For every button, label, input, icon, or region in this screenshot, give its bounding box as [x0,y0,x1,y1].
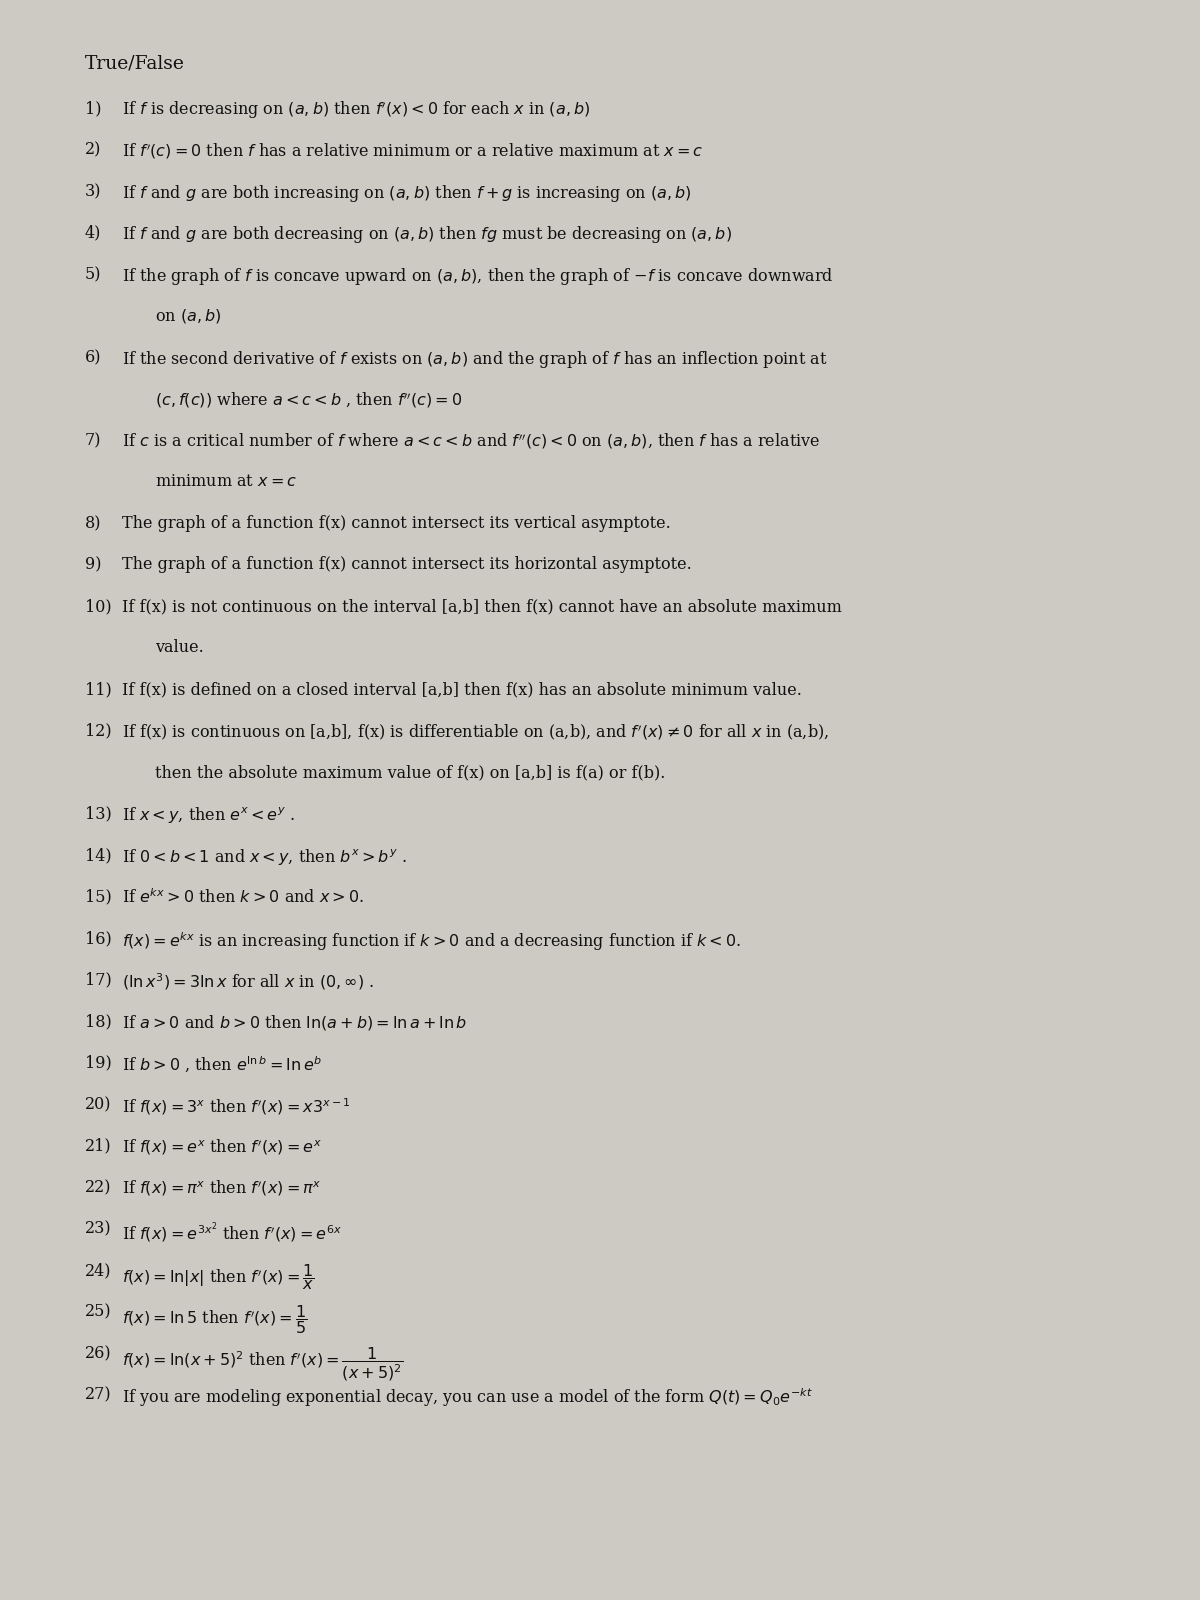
Text: If $f(x)=\pi^x$ then $f'(x)=\pi^x$: If $f(x)=\pi^x$ then $f'(x)=\pi^x$ [122,1179,322,1198]
Text: If $x<y$, then $e^x<e^y$ .: If $x<y$, then $e^x<e^y$ . [122,805,295,826]
Text: $f(x)=\ln|x|$ then $f'(x)=\dfrac{1}{x}$: $f(x)=\ln|x|$ then $f'(x)=\dfrac{1}{x}$ [122,1262,314,1291]
Text: 3): 3) [85,182,102,200]
Text: If f(x) is defined on a closed interval [a,b] then f(x) has an absolute minimum : If f(x) is defined on a closed interval … [122,682,802,698]
Text: $(\ln x^3)=3\ln x$ for all $x$ in $(0,\infty)$ .: $(\ln x^3)=3\ln x$ for all $x$ in $(0,\i… [122,971,374,992]
Text: True/False: True/False [85,54,185,74]
Text: If f(x) is not continuous on the interval [a,b] then f(x) cannot have an absolut: If f(x) is not continuous on the interva… [122,598,842,614]
Text: 26): 26) [85,1346,112,1362]
Text: 6): 6) [85,349,102,366]
Text: 14): 14) [85,846,112,864]
Text: on $(a,b)$: on $(a,b)$ [155,307,221,325]
Text: 8): 8) [85,515,102,531]
Text: If $\mathit{f}'(c)=0$ then $\mathit{f}$ has a relative minimum or a relative max: If $\mathit{f}'(c)=0$ then $\mathit{f}$ … [122,141,703,160]
Text: 25): 25) [85,1304,112,1320]
Text: If the second derivative of $\mathit{f}$ exists on $(a,b)$ and the graph of $\ma: If the second derivative of $\mathit{f}$… [122,349,828,370]
Text: 27): 27) [85,1387,112,1403]
Text: 9): 9) [85,557,102,573]
Text: $(c,f(c))$ where $a<c<b$ , then $\mathit{f}''(c)=0$: $(c,f(c))$ where $a<c<b$ , then $\mathit… [155,390,462,410]
Text: If f(x) is continuous on [a,b], f(x) is differentiable on (a,b), and $\mathit{f}: If f(x) is continuous on [a,b], f(x) is … [122,723,829,742]
Text: If you are modeling exponential decay, you can use a model of the form $Q(t)=Q_0: If you are modeling exponential decay, y… [122,1387,812,1410]
Text: If $f(x)=3^x$ then $f'(x)=x3^{x-1}$: If $f(x)=3^x$ then $f'(x)=x3^{x-1}$ [122,1096,350,1117]
Text: If the graph of $\mathit{f}$ is concave upward on $(a,b)$, then the graph of $-\: If the graph of $\mathit{f}$ is concave … [122,266,834,286]
Text: minimum at $x=c$: minimum at $x=c$ [155,474,298,491]
Text: 21): 21) [85,1138,112,1155]
Text: If $f(x)=e^x$ then $f'(x)=e^x$: If $f(x)=e^x$ then $f'(x)=e^x$ [122,1138,322,1157]
Text: value.: value. [155,640,204,656]
Text: If $f(x)=e^{3x^2}$ then $f'(x)=e^{6x}$: If $f(x)=e^{3x^2}$ then $f'(x)=e^{6x}$ [122,1221,342,1245]
Text: If $a>0$ and $b>0$ then $\ln(a+b)=\ln a+\ln b$: If $a>0$ and $b>0$ then $\ln(a+b)=\ln a+… [122,1013,467,1032]
Text: If $\mathit{f}$ and $g$ are both decreasing on $(a,b)$ then $\mathit{fg}$ must b: If $\mathit{f}$ and $g$ are both decreas… [122,224,732,245]
Text: 1): 1) [85,99,102,117]
Text: If $0<b<1$ and $x<y$, then $b^x>b^y$ .: If $0<b<1$ and $x<y$, then $b^x>b^y$ . [122,846,407,867]
Text: If $\mathit{f}$ is decreasing on $(a,b)$ then $\mathit{f}'(x)<0$ for each $x$ in: If $\mathit{f}$ is decreasing on $(a,b)$… [122,99,590,122]
Text: If $c$ is a critical number of $\mathit{f}$ where $a<c<b$ and $\mathit{f}''(c)<0: If $c$ is a critical number of $\mathit{… [122,432,821,451]
Text: 10): 10) [85,598,112,614]
Text: If $b>0$ , then $e^{\ln b}=\ln e^b$: If $b>0$ , then $e^{\ln b}=\ln e^b$ [122,1054,323,1075]
Text: 5): 5) [85,266,102,283]
Text: 22): 22) [85,1179,112,1195]
Text: 15): 15) [85,888,112,906]
Text: 4): 4) [85,224,101,242]
Text: The graph of a function f(x) cannot intersect its vertical asymptote.: The graph of a function f(x) cannot inte… [122,515,671,531]
Text: 18): 18) [85,1013,112,1030]
Text: $f(x)=\ln(x+5)^2$ then $f'(x)=\dfrac{1}{(x+5)^2}$: $f(x)=\ln(x+5)^2$ then $f'(x)=\dfrac{1}{… [122,1346,403,1382]
Text: 11): 11) [85,682,112,698]
Text: $f(x)=\ln 5$ then $f'(x)=\dfrac{1}{5}$: $f(x)=\ln 5$ then $f'(x)=\dfrac{1}{5}$ [122,1304,307,1336]
Text: The graph of a function f(x) cannot intersect its horizontal asymptote.: The graph of a function f(x) cannot inte… [122,557,691,573]
Text: 2): 2) [85,141,101,158]
Text: $f(x)=e^{kx}$ is an increasing function if $k>0$ and a decreasing function if $k: $f(x)=e^{kx}$ is an increasing function … [122,930,742,952]
Text: 24): 24) [85,1262,112,1278]
Text: 16): 16) [85,930,112,947]
Text: then the absolute maximum value of f(x) on [a,b] is f(a) or f(b).: then the absolute maximum value of f(x) … [155,763,665,781]
Text: 20): 20) [85,1096,112,1114]
Text: If $e^{kx}>0$ then $k>0$ and $x>0$.: If $e^{kx}>0$ then $k>0$ and $x>0$. [122,888,365,907]
Text: 7): 7) [85,432,102,450]
Text: 13): 13) [85,805,112,822]
Text: 19): 19) [85,1054,112,1072]
Text: 23): 23) [85,1221,112,1237]
Text: If $\mathit{f}$ and $g$ are both increasing on $(a,b)$ then $\mathit{f}+g$ is in: If $\mathit{f}$ and $g$ are both increas… [122,182,691,203]
Text: 17): 17) [85,971,112,989]
Text: 12): 12) [85,723,112,739]
